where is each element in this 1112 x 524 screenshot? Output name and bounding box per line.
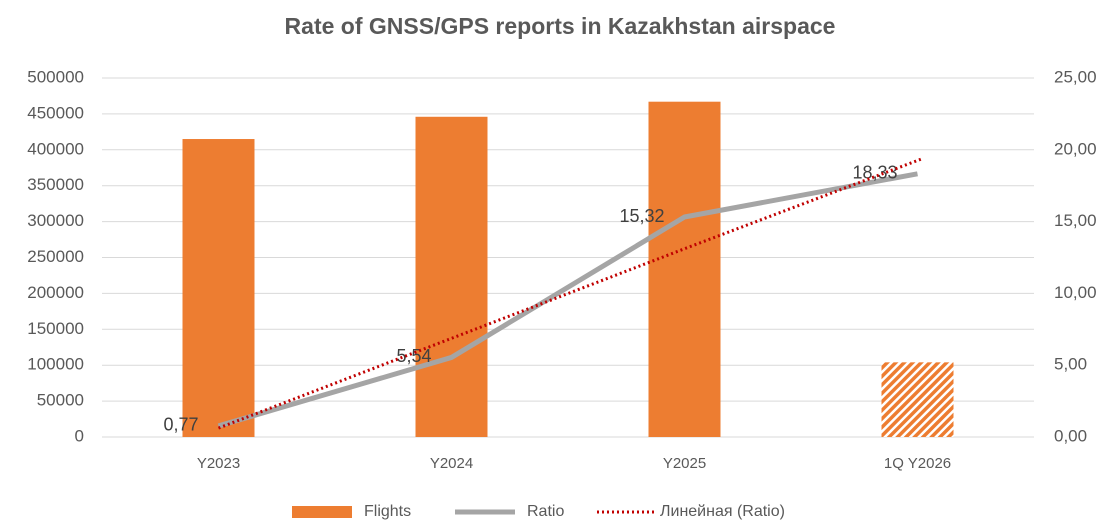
y2-tick-label: 20,00 [1054,139,1097,158]
y-tick-label: 0 [75,426,84,445]
bar [415,116,488,437]
y-tick-label: 400000 [27,139,84,158]
y-tick-label: 300000 [27,211,84,230]
y-tick-label: 500000 [27,67,84,86]
y-tick-label: 350000 [27,175,84,194]
y-tick-label: 100000 [27,355,84,374]
legend-label: Flights [364,503,411,520]
legend-swatch [292,506,352,518]
data-label: 15,32 [619,206,664,226]
y2-tick-label: 15,00 [1054,211,1097,230]
line [217,171,918,429]
data-label: 5,54 [396,346,431,366]
y-tick-label: 50000 [37,391,84,410]
x-tick-label: Y2024 [430,455,473,472]
y-tick-label: 250000 [27,247,84,266]
x-tick-label: Y2025 [663,455,706,472]
x-tick-label: 1Q Y2026 [884,455,951,472]
legend-label: Линейная (Ratio) [660,503,785,520]
legend-label: Ratio [527,503,564,520]
bar [182,139,255,437]
trend-line [217,157,923,430]
bar [881,362,954,437]
x-tick-label: Y2023 [197,455,240,472]
data-label: 18,33 [852,163,897,183]
y-tick-label: 200000 [27,283,84,302]
data-label: 0,77 [163,415,198,435]
y-tick-label: 450000 [27,103,84,122]
y-tick-label: 150000 [27,319,84,338]
bar [648,101,721,437]
y2-tick-label: 0,00 [1054,426,1087,445]
y2-tick-label: 5,00 [1054,355,1087,374]
chart-title: Rate of GNSS/GPS reports in Kazakhstan a… [285,13,836,39]
y2-tick-label: 25,00 [1054,67,1097,86]
y2-tick-label: 10,00 [1054,283,1097,302]
